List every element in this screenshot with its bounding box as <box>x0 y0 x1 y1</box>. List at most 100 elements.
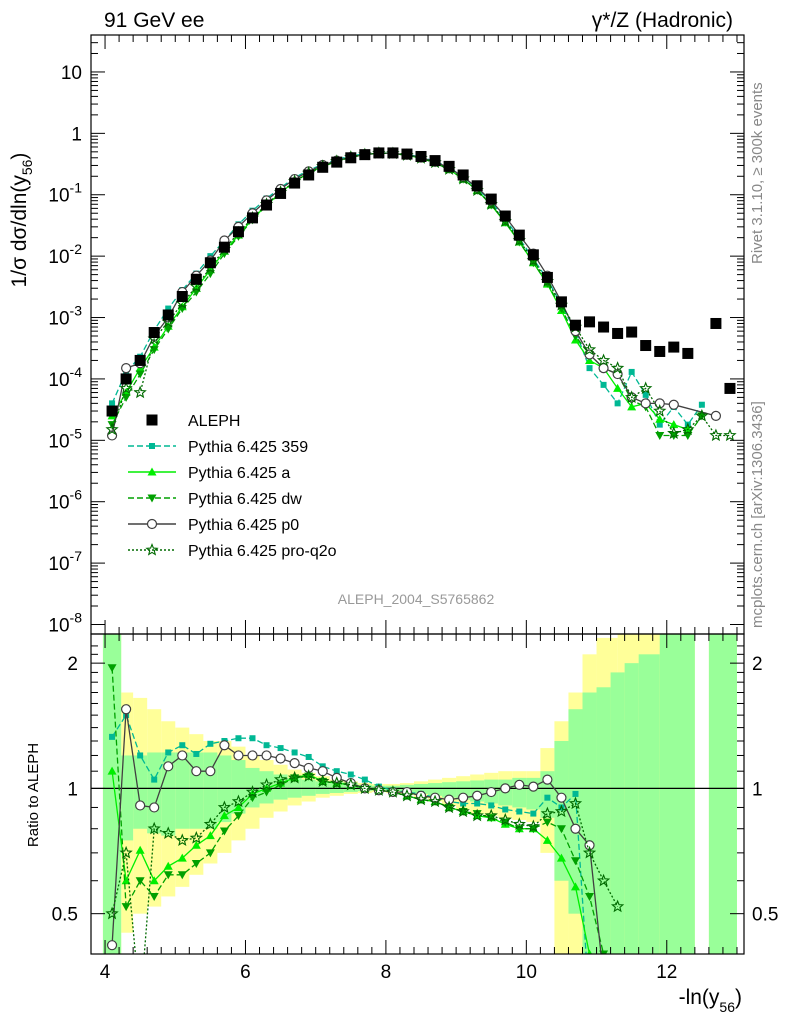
mcplots-label: mcplots.cern.ch [arXiv:1306.3436] <box>749 401 766 628</box>
ratio-pythia-6-425-359-point-29 <box>516 808 523 815</box>
ratio-pythia-6-425-pro-q2o-line <box>111 775 619 954</box>
main-pythia-6-425-p0-point-38 <box>640 398 651 409</box>
main-pythia-6-425-dw-point-4 <box>163 325 173 334</box>
ratio-pythia-6-425-359-point-28 <box>502 806 509 813</box>
header-left: 91 GeV ee <box>104 9 204 32</box>
main-aleph-point-29 <box>513 229 525 241</box>
main-aleph-point-13 <box>289 177 301 189</box>
band-green-33 <box>568 709 583 914</box>
main-pythia-6-425-p0-line <box>111 152 717 436</box>
ratio-pythia-6-425-pro-q2o-point-4 <box>161 826 175 839</box>
band-green-14 <box>301 779 316 796</box>
ratio-pythia-6-425-a-point-7 <box>205 831 215 840</box>
main-y-title: 1/σ dσ/dln(y56) <box>8 153 35 288</box>
ratio-pythia-6-425-pro-q2o-point-11 <box>259 777 274 791</box>
main-pythia-6-425-pro-q2o-point-1 <box>119 381 133 395</box>
legend-item-0: ALEPH <box>146 413 240 430</box>
ratio-pythia-6-425-p0-point-24 <box>443 794 455 805</box>
main-pythia-6-425-pro-q2o-point-36 <box>610 361 625 374</box>
ratio-pythia-6-425-dw-point-8 <box>219 827 229 836</box>
main-aleph-point-11 <box>261 199 273 211</box>
y-tick-label: 10 <box>61 63 82 84</box>
x-tick-label: 8 <box>381 962 392 983</box>
ratio-pythia-6-425-359-point-0 <box>109 733 116 740</box>
ratio-pythia-6-425-pro-q2o-point-3 <box>147 821 161 835</box>
main-aleph-point-31 <box>541 271 553 283</box>
main-aleph-point-1 <box>120 373 132 385</box>
ratio-pythia-6-425-dw-point-33 <box>570 857 580 866</box>
band-green-4 <box>161 752 176 836</box>
ratio-pythia-6-425-pro-q2o-point-16 <box>330 776 344 789</box>
ratio-pythia-6-425-359-point-2 <box>137 752 144 759</box>
ratio-pythia-6-425-359-point-11 <box>263 742 270 749</box>
main-aleph-point-28 <box>499 210 511 222</box>
ratio-pythia-6-425-p0-point-10 <box>247 750 258 761</box>
ratio-pythia-6-425-p0-point-28 <box>500 783 511 794</box>
ratio-pythia-6-425-pro-q2o-point-32 <box>554 804 569 818</box>
main-aleph-point-5 <box>176 291 188 303</box>
main-aleph-point-34 <box>584 316 596 328</box>
ratio-pythia-6-425-a-point-34 <box>586 949 593 954</box>
ratio-pythia-6-425-359-point-33 <box>572 790 579 797</box>
main-pythia-6-425-pro-q2o-point-35 <box>596 353 611 367</box>
ratio-pythia-6-425-p0-point-11 <box>261 750 272 761</box>
main-pythia-6-425-pro-q2o-point-40 <box>667 426 681 439</box>
main-pythia-6-425-pro-q2o-point-2 <box>133 385 147 399</box>
band-green-1 <box>121 755 134 841</box>
ratio-pythia-6-425-dw-point-1 <box>121 903 131 912</box>
main-pythia-6-425-pro-q2o-line <box>111 152 730 437</box>
ratio-pythia-6-425-dw-point-32 <box>556 825 566 834</box>
main-aleph-point-39 <box>654 345 666 357</box>
main-pythia-6-425-pro-q2o-point-41 <box>681 422 695 436</box>
ratio-pythia-6-425-a-point-31 <box>542 835 552 844</box>
main-aleph-point-38 <box>640 340 652 352</box>
main-aleph-point-25 <box>457 169 469 181</box>
main-pythia-6-425-pro-q2o-point-38 <box>639 381 653 395</box>
main-pythia-6-425-359-point-0 <box>109 400 116 407</box>
main-pythia-6-425-dw-point-1 <box>121 393 131 402</box>
ratio-pythia-6-425-pro-q2o-point-6 <box>189 831 203 844</box>
ratio-y-tick-label: 0.5 <box>52 905 78 926</box>
band-green-36 <box>610 672 625 954</box>
ratio-pythia-6-425-pro-q2o-point-27 <box>484 808 498 822</box>
ratio-pythia-6-425-pro-q2o-point-22 <box>414 792 428 806</box>
main-pythia-6-425-359-point-35 <box>600 381 607 388</box>
main-aleph-point-7 <box>204 257 216 269</box>
ratio-pythia-6-425-p0-point-1 <box>121 704 132 715</box>
ratio-pythia-6-425-p0-point-5 <box>177 750 188 761</box>
ratio-pythia-6-425-dw-point-34 <box>585 892 595 901</box>
y-tick-label: 10-6 <box>48 487 82 514</box>
main-aleph-point-26 <box>471 180 483 192</box>
x-tick-label: 10 <box>516 962 537 983</box>
main-aleph-point-6 <box>190 273 202 285</box>
main-aleph-point-23 <box>429 155 441 167</box>
main-aleph-point-21 <box>401 148 413 160</box>
ratio-pythia-6-425-a-point-2 <box>135 845 145 854</box>
main-pythia-6-425-359-point-39 <box>656 421 663 428</box>
main-pythia-6-425-p0-point-39 <box>654 398 665 409</box>
ratio-pythia-6-425-359-point-34 <box>587 1003 593 1009</box>
ratio-pythia-6-425-a-point-32 <box>556 853 566 862</box>
main-aleph-point-10 <box>246 212 258 224</box>
band-green-7 <box>203 752 218 829</box>
main-aleph-point-27 <box>485 193 497 205</box>
y-tick-label: 10-5 <box>48 425 82 452</box>
band-green-37 <box>624 663 639 954</box>
ratio-pythia-6-425-pro-q2o-point-23 <box>428 794 442 808</box>
legend-marker <box>146 414 158 426</box>
ratio-pythia-6-425-p0-point-2 <box>135 800 146 811</box>
ratio-pythia-6-425-359-point-3 <box>151 776 158 783</box>
legend-label: Pythia 6.425 359 <box>188 439 308 456</box>
main-aleph-point-16 <box>331 156 343 168</box>
ratio-pythia-6-425-359-point-27 <box>488 802 495 809</box>
y-tick-label: 10-2 <box>48 241 82 268</box>
main-pythia-6-425-pro-q2o-point-44 <box>723 428 737 442</box>
y-tick-label: 10-3 <box>48 303 82 330</box>
main-pythia-6-425-pro-q2o-point-37 <box>625 390 639 404</box>
main-pythia-6-425-pro-q2o-point-42 <box>695 408 709 422</box>
ratio-pythia-6-425-359-point-25 <box>460 800 467 807</box>
ratio-pythia-6-425-pro-q2o-point-10 <box>245 785 260 798</box>
main-aleph-point-4 <box>162 309 174 321</box>
y-tick-label: 10-7 <box>48 548 82 575</box>
